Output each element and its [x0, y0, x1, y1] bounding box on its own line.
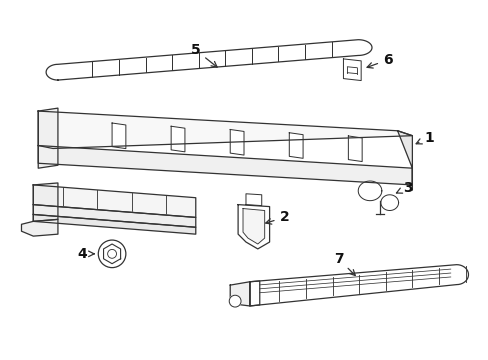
- Circle shape: [107, 249, 116, 258]
- Polygon shape: [38, 145, 411, 185]
- Polygon shape: [238, 204, 269, 249]
- Text: 6: 6: [366, 53, 392, 68]
- Polygon shape: [112, 123, 125, 149]
- Polygon shape: [245, 194, 261, 206]
- Polygon shape: [230, 282, 249, 306]
- Polygon shape: [243, 208, 264, 244]
- Polygon shape: [33, 183, 58, 221]
- Polygon shape: [230, 130, 244, 155]
- Polygon shape: [249, 281, 259, 306]
- Polygon shape: [397, 131, 411, 190]
- Polygon shape: [171, 126, 184, 152]
- Polygon shape: [38, 108, 58, 168]
- Polygon shape: [33, 204, 195, 227]
- Polygon shape: [46, 40, 371, 80]
- Circle shape: [98, 240, 125, 267]
- Text: 4: 4: [78, 247, 94, 261]
- Text: 3: 3: [396, 181, 411, 195]
- Polygon shape: [343, 59, 361, 81]
- Polygon shape: [347, 136, 362, 162]
- Text: 5: 5: [190, 43, 217, 67]
- Polygon shape: [38, 111, 411, 148]
- Polygon shape: [33, 185, 195, 217]
- Polygon shape: [249, 265, 468, 306]
- Polygon shape: [21, 219, 58, 236]
- Polygon shape: [380, 195, 398, 211]
- Polygon shape: [289, 133, 303, 158]
- Circle shape: [229, 295, 241, 307]
- Polygon shape: [33, 215, 195, 234]
- Text: 7: 7: [333, 252, 355, 275]
- Text: 2: 2: [265, 210, 289, 224]
- Polygon shape: [103, 244, 121, 264]
- Polygon shape: [358, 181, 381, 201]
- Text: 1: 1: [415, 131, 433, 145]
